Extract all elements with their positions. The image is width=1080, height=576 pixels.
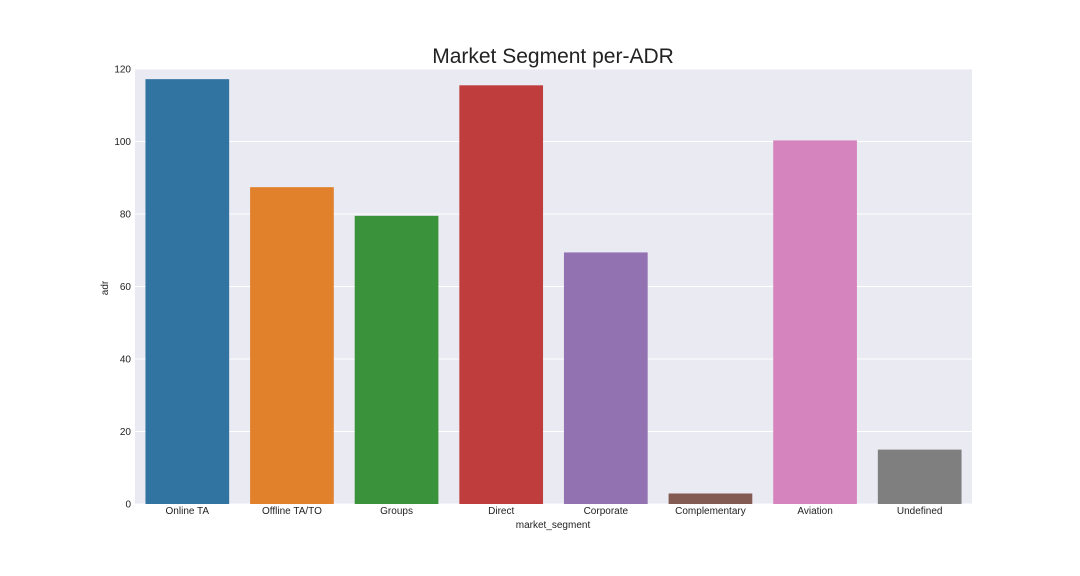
y-axis-ticks: 0 20 40 60 80 100 120	[114, 65, 131, 511]
bar-aviation	[773, 140, 857, 504]
bar-undefined	[877, 449, 962, 504]
x-tick-label: Aviation	[797, 506, 832, 517]
bar-corporate	[563, 252, 648, 504]
x-tick-label: Offline TA/TO	[262, 506, 322, 517]
x-tick-label: Undefined	[897, 506, 943, 517]
bar-offline-ta-to	[250, 187, 334, 505]
y-tick-label: 100	[114, 137, 131, 148]
bar-complementary	[668, 493, 753, 504]
y-tick-label: 120	[114, 65, 131, 76]
y-tick-label: 20	[120, 427, 132, 438]
x-axis-label: market_segment	[516, 520, 591, 531]
y-tick-label: 0	[125, 500, 131, 511]
bar-direct	[459, 85, 544, 504]
y-tick-label: 80	[120, 210, 132, 221]
bar-groups	[354, 215, 439, 504]
y-axis-label: adr	[100, 280, 111, 295]
bars	[145, 79, 962, 505]
x-tick-label: Complementary	[675, 506, 746, 517]
x-tick-label: Groups	[380, 506, 413, 517]
x-tick-label: Direct	[488, 506, 514, 517]
y-tick-label: 40	[120, 355, 132, 366]
x-axis-ticks: Online TA Offline TA/TO Groups Direct Corpor…	[166, 506, 943, 517]
bar-online-ta	[145, 79, 230, 505]
chart-title: Market Segment per-ADR	[432, 45, 674, 68]
x-tick-label: Online TA	[166, 506, 210, 517]
y-tick-label: 60	[120, 282, 132, 293]
x-tick-label: Corporate	[584, 506, 629, 517]
